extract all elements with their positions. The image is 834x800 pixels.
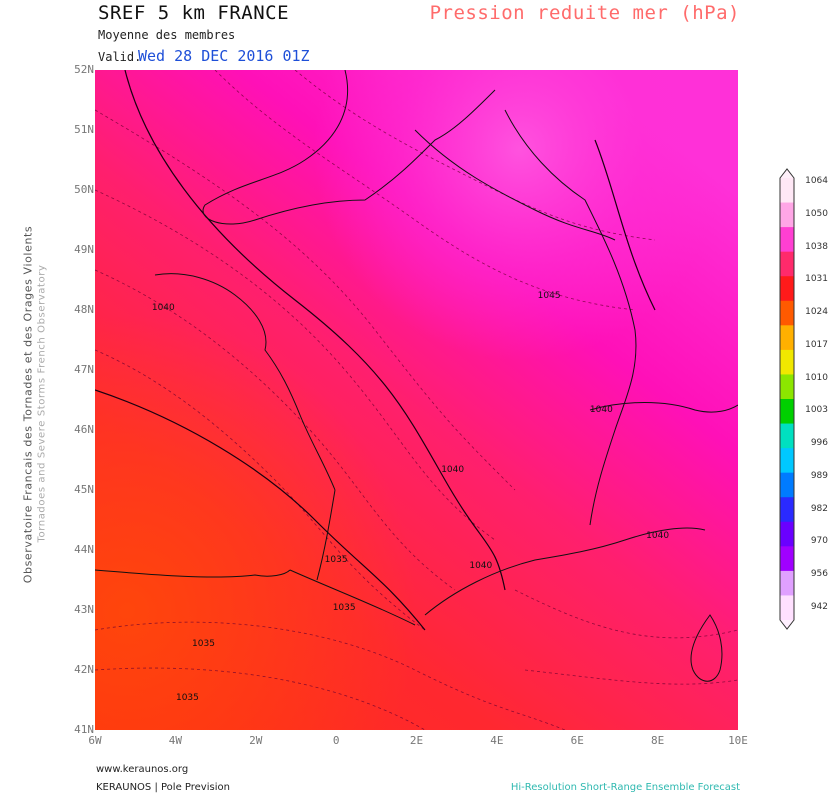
lat-tick-label: 48N [74,303,94,316]
coastline-spain [95,569,291,578]
colorbar-swatch [780,251,794,277]
colorbar-tick-label: 989 [810,470,828,481]
isobar-value-label: 1035 [176,693,199,703]
colorbar-swatch [780,202,794,228]
lon-tick-label: 10E [728,734,748,747]
lat-tick-label: 43N [74,603,94,616]
border-swiss-italy [589,402,738,413]
colorbar-swatch [780,423,794,449]
colorbar-tick-label: 1050 [805,208,828,219]
lon-tick-label: 2E [409,734,424,747]
border-belgium [414,129,616,241]
colorbar-tick-label: 942 [810,602,828,612]
lon-tick-label: 4E [490,734,504,747]
colorbar-swatch [780,227,794,253]
colorbar-swatch [780,374,794,400]
colorbar-swatch [780,399,794,425]
lat-tick-label: 42N [74,663,94,676]
colorbar-tick-label: 1010 [805,372,828,383]
pressure-map: 1040 1045 1040 1040 1040 1040 1035 1035 1035 1035 [95,70,738,730]
isobar-value-label: 1035 [192,639,215,649]
colorbar-swatch [780,546,794,572]
isobar-value-label: 1040 [646,531,669,541]
colorbar-tick-label: 982 [810,503,828,514]
lon-tick-label: 0 [332,734,340,747]
isobar-value-label: 1035 [333,603,356,613]
coastline-biscay [316,489,336,581]
isobar-value-label: 1035 [325,555,348,565]
lat-tick-label: 47N [74,363,94,376]
lon-tick-label: 6W [88,734,102,747]
colorbar-swatch [780,570,794,596]
low-pressure-southwest [95,70,738,730]
parameter-title: Pression reduite mer (hPa) [429,2,740,24]
isobar-value-label: 1040 [441,465,464,475]
lat-tick-label: 51N [74,123,94,136]
lon-tick-label: 4W [168,734,182,747]
coastline-mediterranean [424,527,706,616]
colorbar-tick-label: 1064 [805,176,828,186]
footer-organization: KERAUNOS | Pole Prevision [96,782,230,793]
border-pyrenees [289,569,416,626]
colorbar-swatch [780,276,794,302]
side-text-observatory-en: Tornadoes and Severe Storms French Obser… [36,264,48,543]
contour-labels: 1040 1045 1040 1040 1040 1040 1035 1035 1035 1035 [152,291,669,703]
border-east [504,109,637,526]
map-subtitle: Moyenne des membres [98,28,236,42]
coastline-channel [202,70,496,225]
colorbar-tick-label: 1003 [805,405,828,416]
isobars-main [95,70,656,631]
colorbar [779,168,795,630]
colorbar-tick-label: 970 [810,536,828,547]
isobar-value-label: 1040 [590,405,613,415]
colorbar-tick-label: 1024 [805,307,828,318]
colorbar-swatch [780,349,794,375]
colorbar-swatch [780,595,794,621]
lat-tick-label: 49N [74,243,94,256]
lon-tick-label: 2W [249,734,263,747]
lat-tick-label: 46N [74,423,94,436]
lon-tick-label: 6E [570,734,584,747]
coastlines-borders [95,70,738,682]
colorbar-swatch [780,178,794,204]
colorbar-tick-label: 1038 [805,241,828,252]
colorbar-bottom-cap [780,620,794,629]
lat-tick-label: 44N [74,543,94,556]
valid-datetime: Wed 28 DEC 2016 01Z [138,47,310,65]
colorbar-top-cap [780,169,794,178]
colorbar-tick-label: 956 [810,569,828,580]
colorbar-swatch [780,497,794,523]
colorbar-tick-label: 1017 [805,339,828,350]
colorbar-swatch [780,325,794,351]
coastline-brittany [154,273,336,491]
side-text-observatory-fr: Observatoire Francais des Tornades et de… [21,225,35,584]
isobar-value-label: 1040 [469,561,492,571]
isobar-value-label: 1045 [538,291,561,301]
lat-tick-label: 52N [74,63,94,76]
coastline-corsica [690,614,723,682]
colorbar-swatches [780,169,794,629]
colorbar-tick-label: 1031 [805,274,828,285]
footer-website: www.keraunos.org [96,764,189,775]
lat-tick-label: 41N [74,723,94,736]
colorbar-swatch [780,448,794,474]
colorbar-outline [779,168,795,630]
colorbar-swatch [780,300,794,326]
lat-tick-label: 50N [74,183,94,196]
colorbar-tick-label: 996 [810,438,828,449]
lon-tick-label: 8E [651,734,665,747]
isobars [95,70,738,730]
isobar-value-label: 1040 [152,303,175,313]
colorbar-swatch [780,472,794,498]
valid-label: Valid. [98,50,142,64]
map-title: SREF 5 km FRANCE [98,2,290,24]
colorbar-swatch [780,521,794,547]
lat-tick-label: 45N [74,483,94,496]
footer-tagline: Hi-Resolution Short-Range Ensemble Forec… [510,782,740,793]
